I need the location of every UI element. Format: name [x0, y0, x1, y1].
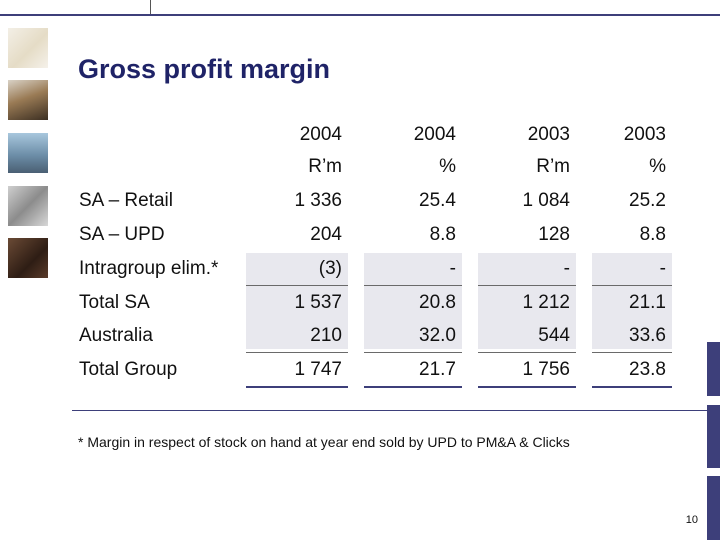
table-cell: 1 212: [522, 292, 570, 313]
table-cell: 21.1: [629, 292, 666, 313]
row-label: SA – UPD: [79, 224, 165, 245]
table-cell: -: [659, 258, 666, 279]
edge-bar: [707, 405, 720, 468]
table-cell: 128: [538, 224, 570, 245]
table-cell: 8.8: [429, 224, 456, 245]
total-separator: [592, 285, 672, 286]
row-label: Total SA: [79, 292, 150, 313]
footnote-rule: [72, 410, 708, 411]
table-cell: 25.4: [419, 190, 456, 211]
table-cell: 1 336: [294, 190, 342, 211]
shade-col1: [246, 253, 348, 349]
table-cell: 21.7: [419, 359, 456, 380]
header-col4-year: 2003: [623, 124, 666, 145]
bottom-rule: [246, 386, 348, 388]
thumbnail-woman: [8, 133, 48, 173]
header-col1-year: 2004: [299, 124, 342, 145]
thumbnail-portrait: [8, 238, 48, 278]
header-col3-year: 2003: [527, 124, 570, 145]
slide-title: Gross profit margin: [78, 54, 331, 84]
row-label: Total Group: [79, 359, 178, 380]
shade-col3: [478, 253, 576, 349]
header-col1-unit: R’m: [308, 156, 342, 177]
edge-bar: [707, 342, 720, 396]
total-separator: [246, 352, 348, 353]
total-separator: [478, 352, 576, 353]
row-label: Intragroup elim.*: [79, 258, 219, 279]
bottom-rule: [592, 386, 672, 388]
total-separator: [364, 285, 462, 286]
row-label: SA – Retail: [79, 190, 173, 211]
table-cell: (3): [318, 258, 342, 279]
table-cell: 1 537: [294, 292, 342, 313]
total-separator: [592, 352, 672, 353]
top-tick: [150, 0, 151, 14]
bottom-rule: [478, 386, 576, 388]
table-cell: 210: [310, 325, 342, 346]
total-separator: [364, 352, 462, 353]
table-cell: 544: [538, 325, 570, 346]
thumbnail-flowers: [8, 28, 48, 68]
footnote: * Margin in respect of stock on hand at …: [78, 434, 570, 450]
thumbnail-products: [8, 186, 48, 226]
edge-bar: [707, 476, 720, 540]
thumbnail-candles: [8, 80, 48, 120]
header-col2-year: 2004: [413, 124, 456, 145]
table-cell: -: [563, 258, 570, 279]
table-cell: 23.8: [629, 359, 666, 380]
table-cell: 204: [310, 224, 342, 245]
shade-col2: [364, 253, 462, 349]
table-cell: 1 084: [522, 190, 570, 211]
table-cell: 1 747: [294, 359, 342, 380]
bottom-rule: [364, 386, 462, 388]
table-cell: 8.8: [639, 224, 666, 245]
top-rule: [0, 14, 720, 16]
table-cell: 20.8: [419, 292, 456, 313]
table-cell: 33.6: [629, 325, 666, 346]
table-cell: -: [449, 258, 456, 279]
header-col4-unit: %: [649, 156, 666, 177]
table-cell: 32.0: [419, 325, 456, 346]
row-label: Australia: [79, 325, 153, 346]
table-cell: 25.2: [629, 190, 666, 211]
table-cell: 1 756: [522, 359, 570, 380]
total-separator: [246, 285, 348, 286]
shade-col4: [592, 253, 672, 349]
header-col2-unit: %: [439, 156, 456, 177]
total-separator: [478, 285, 576, 286]
header-col3-unit: R’m: [536, 156, 570, 177]
page-number: 10: [685, 514, 698, 526]
